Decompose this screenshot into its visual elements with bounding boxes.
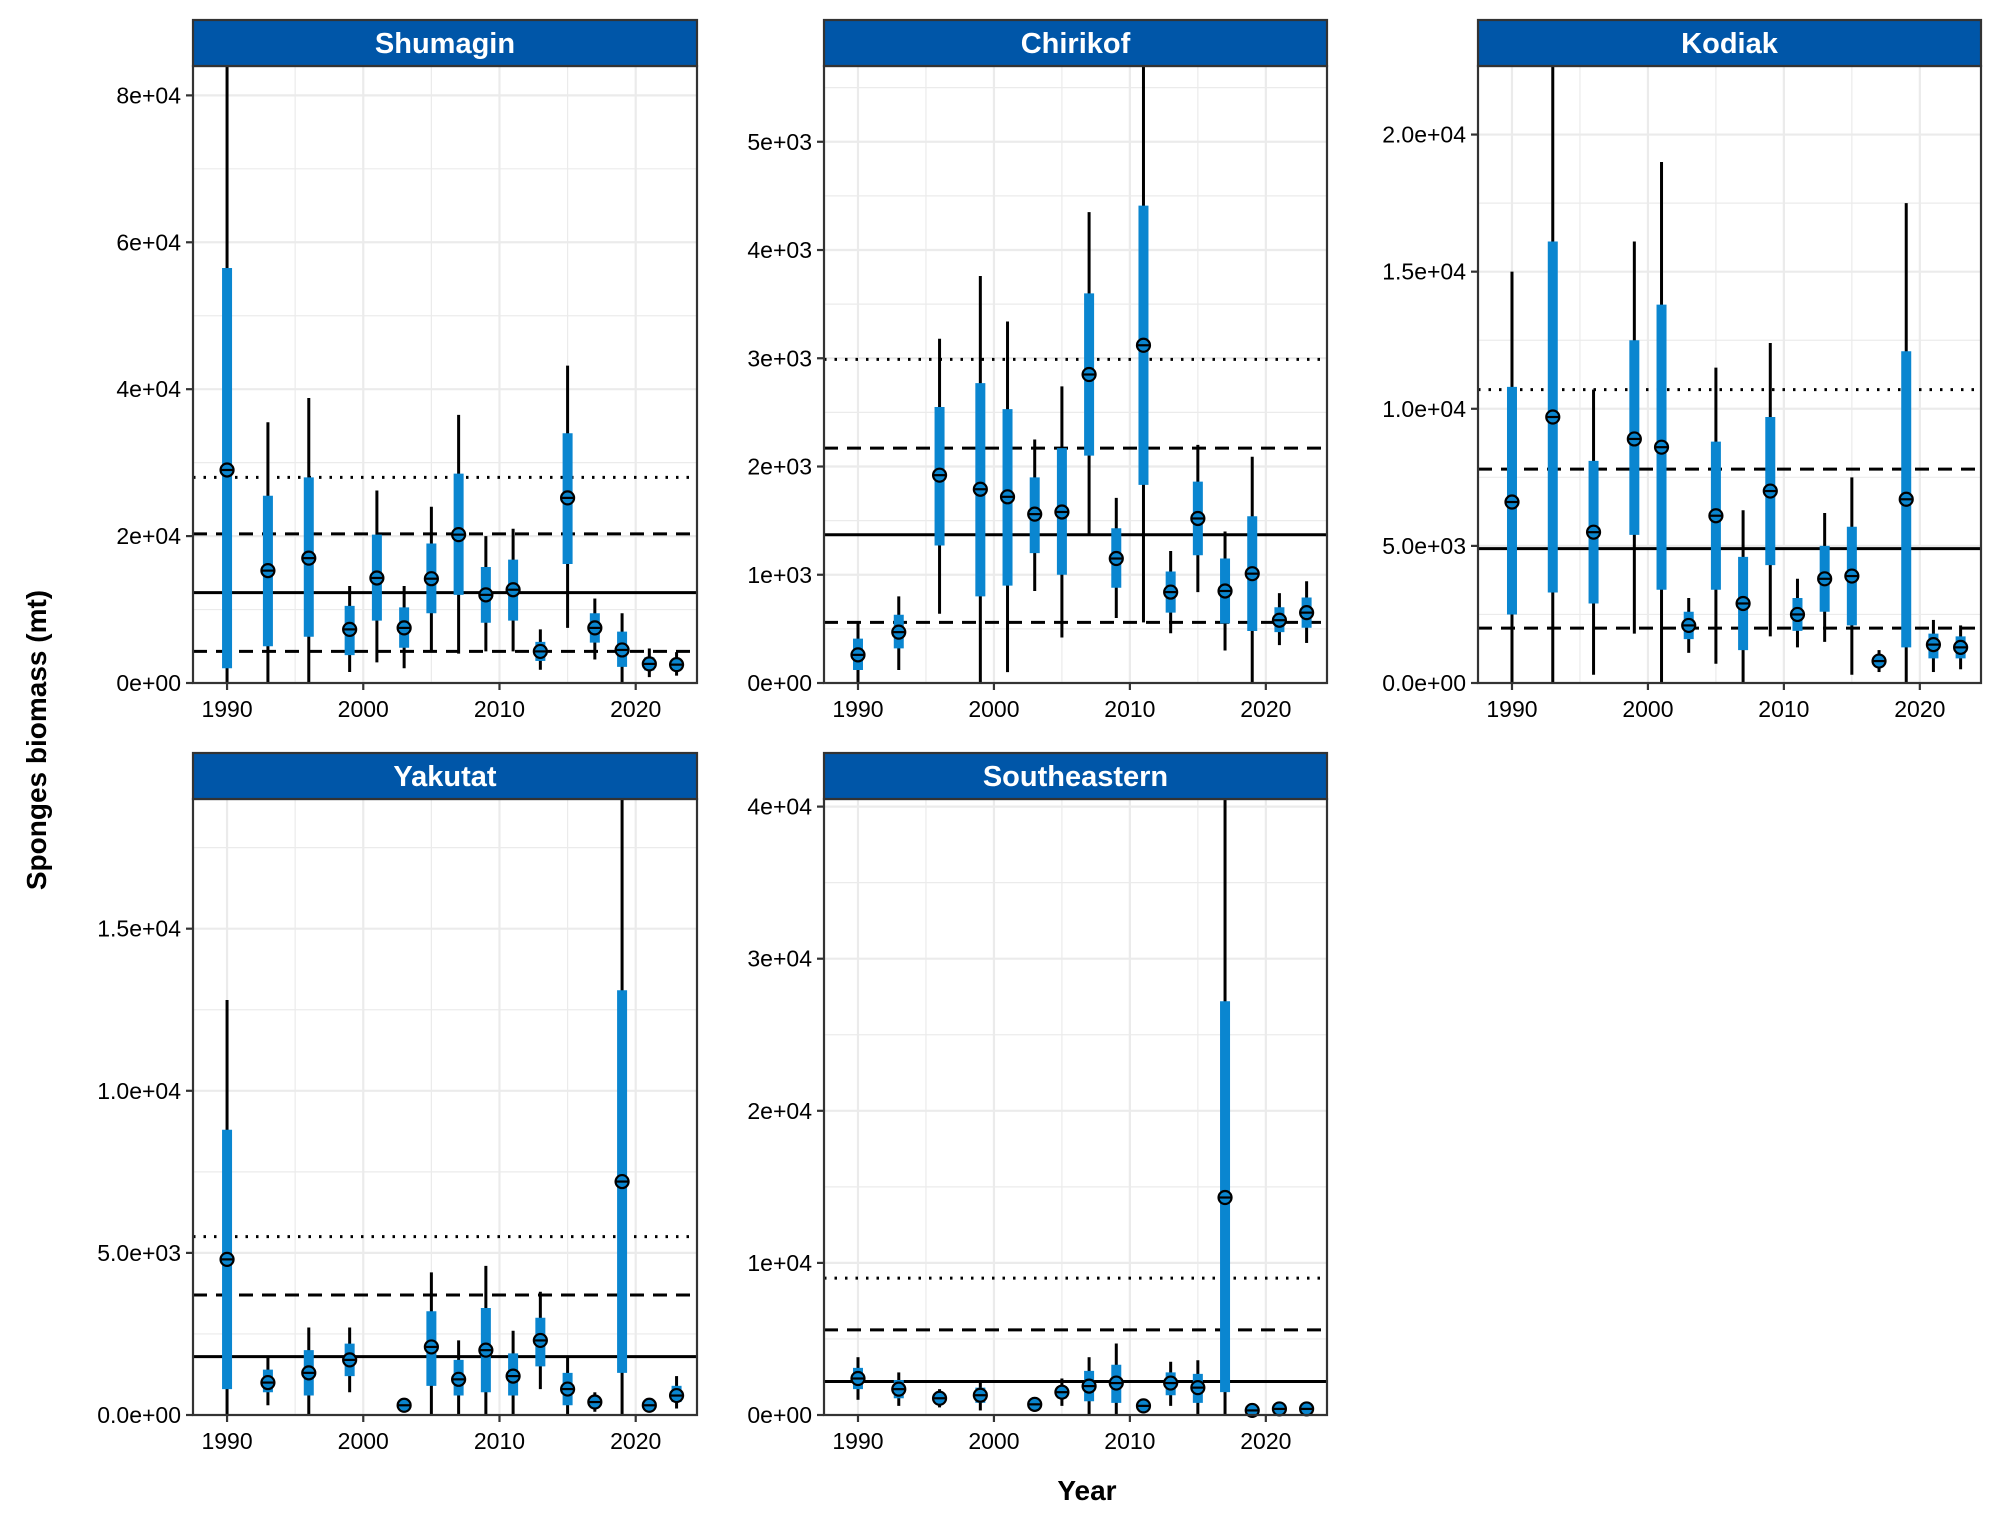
y-tick-label: 1e+03 (747, 562, 812, 588)
y-tick-label: 1.5e+04 (97, 916, 181, 942)
strip-background (822, 751, 1329, 801)
x-tick-label: 2020 (610, 696, 661, 722)
y-tick-label: 6e+04 (116, 229, 181, 255)
x-tick-label: 2000 (338, 696, 389, 722)
y-tick-label: 4e+04 (116, 376, 181, 402)
y-tick-label: 2e+04 (747, 1098, 812, 1124)
y-tick-label: 0e+00 (116, 670, 181, 696)
y-tick-label: 5e+03 (747, 129, 812, 155)
y-tick-label: 1.5e+04 (1382, 259, 1466, 285)
y-tick-label: 2e+04 (116, 523, 181, 549)
y-tick-label: 4e+03 (747, 237, 812, 263)
y-tick-label: 1.0e+04 (97, 1078, 181, 1104)
x-tick-label: 1990 (201, 1428, 252, 1454)
x-tick-label: 2010 (1758, 696, 1809, 722)
y-tick-label: 2.0e+04 (1382, 122, 1466, 148)
x-tick-label: 2020 (1894, 696, 1945, 722)
panel-background (1478, 66, 1981, 683)
x-tick-label: 1990 (1486, 696, 1537, 722)
y-tick-label: 5.0e+03 (97, 1240, 181, 1266)
y-axis-title: Sponges biomass (mt) (21, 590, 52, 890)
y-tick-label: 8e+04 (116, 82, 181, 108)
x-tick-label: 2020 (1240, 1428, 1291, 1454)
panel-background (193, 799, 697, 1415)
x-tick-label: 2010 (1104, 696, 1155, 722)
x-tick-label: 1990 (832, 696, 883, 722)
x-tick-label: 2000 (968, 696, 1019, 722)
y-tick-label: 0.0e+00 (97, 1402, 181, 1428)
strip-background (191, 18, 699, 68)
panel-southeastern: Southeastern 1990 2000 2010 2020 0e+00 1e+04 2e… (747, 751, 1329, 1454)
panel-background (824, 66, 1327, 683)
panel-kodiak: Kodiak 1990 2000 2010 2020 0.0e+00 5.0e+03 1.0e… (1382, 18, 1983, 722)
x-tick-label: 2010 (474, 696, 525, 722)
x-tick-label: 2010 (474, 1428, 525, 1454)
y-tick-label: 0e+00 (747, 1402, 812, 1428)
x-tick-label: 2010 (1104, 1428, 1155, 1454)
strip-label: Chirikof (1021, 28, 1131, 60)
strip-background (1476, 18, 1983, 68)
y-tick-label: 0e+00 (747, 670, 812, 696)
strip-label: Kodiak (1681, 28, 1779, 60)
y-tick-label: 5.0e+03 (1382, 533, 1466, 559)
panel-yakutat: Yakutat 1990 2000 2010 2020 0.0e+00 5.0e+03 1.0… (97, 751, 699, 1454)
x-tick-label: 2000 (338, 1428, 389, 1454)
panel-background (824, 799, 1327, 1415)
y-tick-label: 1e+04 (747, 1250, 812, 1276)
y-tick-label: 4e+04 (747, 794, 812, 820)
panel-shumagin: Shumagin 1990 2000 2010 2020 0e+00 2e+04 4e+04 6… (116, 18, 699, 722)
strip-background (191, 751, 699, 801)
y-tick-label: 3e+03 (747, 345, 812, 371)
x-tick-label: 2000 (1622, 696, 1673, 722)
x-tick-label: 1990 (201, 696, 252, 722)
strip-background (822, 18, 1329, 68)
x-tick-label: 1990 (832, 1428, 883, 1454)
x-tick-label: 2000 (968, 1428, 1019, 1454)
y-tick-label: 2e+03 (747, 454, 812, 480)
strip-label: Shumagin (375, 28, 515, 60)
panel-chirikof: Chirikof 1990 2000 2010 2020 0e+00 1e+03 2e+03 3… (747, 18, 1329, 722)
y-tick-label: 0.0e+00 (1382, 670, 1466, 696)
x-tick-label: 2020 (610, 1428, 661, 1454)
y-tick-label: 3e+04 (747, 946, 812, 972)
strip-label: Southeastern (983, 761, 1168, 793)
strip-label: Yakutat (393, 761, 496, 793)
x-axis-title: Year (1057, 1475, 1116, 1506)
y-tick-label: 1.0e+04 (1382, 396, 1466, 422)
panels: Shumagin 1990 2000 2010 2020 0e+00 2e+04 4e+04 6… (97, 18, 1983, 1454)
x-tick-label: 2020 (1240, 696, 1291, 722)
